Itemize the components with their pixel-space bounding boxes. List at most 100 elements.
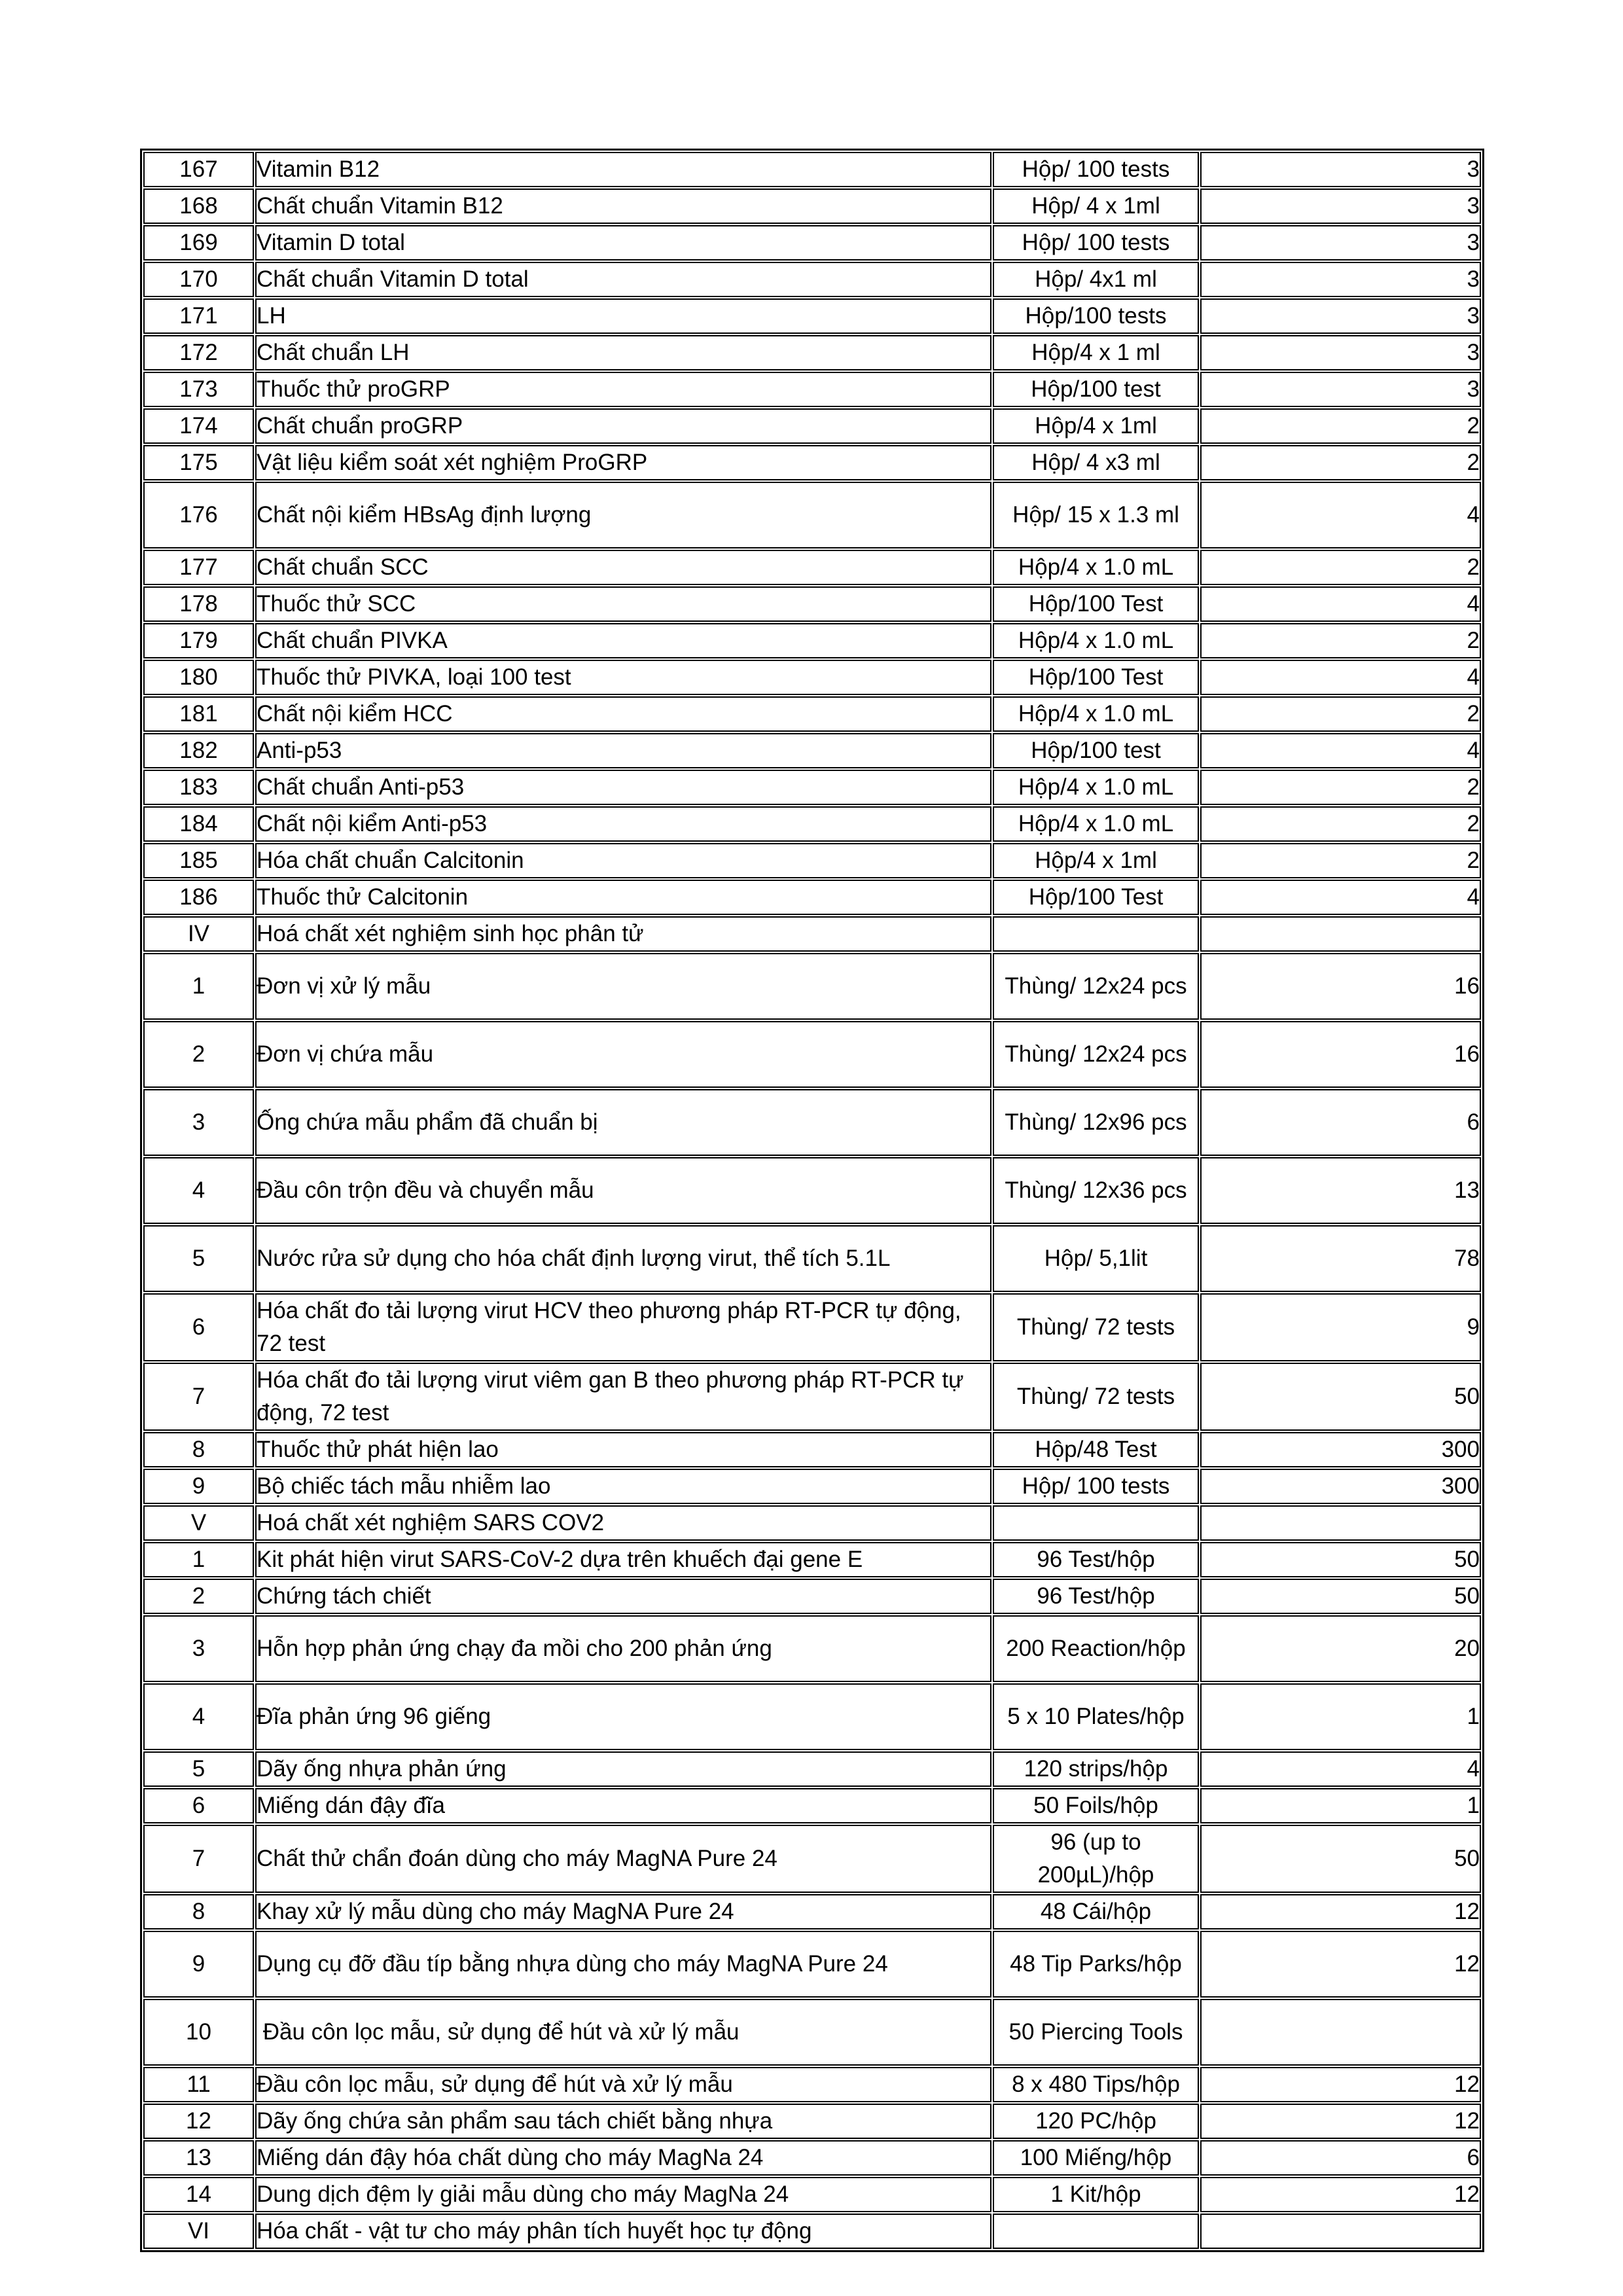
item-name-cell: Vật liệu kiểm soát xét nghiệm ProGRP [255, 445, 991, 480]
unit-cell: Hộp/100 Test [993, 586, 1199, 622]
table-row: 180 Thuốc thử PIVKA, loại 100 test Hộp/100… [143, 660, 1481, 695]
table-row: 169 Vitamin D total Hộp/ 100 tests 3 [143, 225, 1481, 260]
item-name-cell: Chất thử chẩn đoán dùng cho máy MagNA Pu… [255, 1825, 991, 1893]
row-number-cell: 174 [143, 408, 254, 444]
unit-cell: Hộp/4 x 1.0 mL [993, 770, 1199, 805]
quantity-cell: 300 [1200, 1469, 1481, 1504]
row-number-cell: 183 [143, 770, 254, 805]
table-row: 186 Thuốc thử Calcitonin Hộp/100 Test 4 [143, 880, 1481, 915]
quantity-cell: 12 [1200, 1931, 1481, 1998]
quantity-cell: 12 [1200, 2177, 1481, 2212]
unit-cell: Hộp/100 Test [993, 880, 1199, 915]
item-name-cell: Thuốc thử phát hiện lao [255, 1432, 991, 1467]
table-row: 171 LH Hộp/100 tests 3 [143, 298, 1481, 334]
unit-cell: Thùng/ 72 tests [993, 1363, 1199, 1431]
quantity-cell: 16 [1200, 953, 1481, 1020]
table-row: 177 Chất chuẩn SCC Hộp/4 x 1.0 mL 2 [143, 550, 1481, 585]
unit-cell: 48 Cái/hộp [993, 1894, 1199, 1929]
row-number-cell: 173 [143, 372, 254, 407]
unit-cell: 50 Piercing Tools [993, 1999, 1199, 2066]
table-row: 174 Chất chuẩn proGRP Hộp/4 x 1ml 2 [143, 408, 1481, 444]
quantity-cell: 1 [1200, 1788, 1481, 1823]
item-name-cell: Chất chuẩn LH [255, 335, 991, 370]
row-number-cell: 10 [143, 1999, 254, 2066]
row-number-cell: 169 [143, 225, 254, 260]
unit-cell: Hộp/100 Test [993, 660, 1199, 695]
unit-cell: Hộp/ 15 x 1.3 ml [993, 482, 1199, 548]
item-name-cell: Nước rửa sử dụng cho hóa chất định lượng… [255, 1225, 991, 1292]
item-name-cell: Chứng tách chiết [255, 1579, 991, 1614]
table-row: 1 Kit phát hiện virut SARS-CoV-2 dựa trên… [143, 1542, 1481, 1577]
row-number-cell: 4 [143, 1157, 254, 1224]
unit-cell: Hộp/48 Test [993, 1432, 1199, 1467]
quantity-cell: 2 [1200, 696, 1481, 732]
quantity-cell: 3 [1200, 225, 1481, 260]
quantity-cell: 50 [1200, 1542, 1481, 1577]
row-number-cell: 11 [143, 2067, 254, 2102]
row-number-cell: 185 [143, 843, 254, 878]
supply-table-body: 167 Vitamin B12 Hộp/ 100 tests 3 168 Chất chu… [143, 152, 1481, 2249]
table-row: 7 Hóa chất đo tải lượng virut viêm gan B … [143, 1363, 1481, 1431]
quantity-cell: 4 [1200, 482, 1481, 548]
row-number-cell: 178 [143, 586, 254, 622]
row-number-cell: 9 [143, 1469, 254, 1504]
unit-cell: 120 strips/hộp [993, 1751, 1199, 1787]
table-row: 13 Miếng dán đậy hóa chất dùng cho máy Ma… [143, 2140, 1481, 2176]
unit-cell: Hộp/100 tests [993, 298, 1199, 334]
item-name-cell: Thuốc thử SCC [255, 586, 991, 622]
table-row: 168 Chất chuẩn Vitamin B12 Hộp/ 4 x 1ml 3 [143, 188, 1481, 224]
unit-cell: Hộp/100 test [993, 733, 1199, 768]
item-name-cell: Dụng cụ đỡ đầu típ bằng nhựa dùng cho má… [255, 1931, 991, 1998]
unit-cell: Hộp/ 5,1lit [993, 1225, 1199, 1292]
table-row: IV Hoá chất xét nghiệm sinh học phân tử [143, 916, 1481, 952]
row-number-cell: 181 [143, 696, 254, 732]
table-row: 14 Dung dịch đệm ly giải mẫu dùng cho máy… [143, 2177, 1481, 2212]
item-name-cell: Chất nội kiểm HCC [255, 696, 991, 732]
table-row: 167 Vitamin B12 Hộp/ 100 tests 3 [143, 152, 1481, 187]
unit-cell: 48 Tip Parks/hộp [993, 1931, 1199, 1998]
unit-cell: 96 Test/hộp [993, 1542, 1199, 1577]
quantity-cell: 12 [1200, 1894, 1481, 1929]
row-number-cell: 13 [143, 2140, 254, 2176]
quantity-cell: 2 [1200, 623, 1481, 658]
item-name-cell: Hóa chất đo tải lượng virut viêm gan B t… [255, 1363, 991, 1431]
item-name-cell: Chất chuẩn Vitamin D total [255, 262, 991, 297]
row-number-cell: 1 [143, 953, 254, 1020]
quantity-cell: 4 [1200, 586, 1481, 622]
table-row: 4 Đĩa phản ứng 96 giếng 5 x 10 Plates/hộp 1 [143, 1683, 1481, 1750]
quantity-cell: 20 [1200, 1615, 1481, 1682]
unit-cell: Hộp/4 x 1 ml [993, 335, 1199, 370]
table-row: 175 Vật liệu kiểm soát xét nghiệm ProGRP H… [143, 445, 1481, 480]
quantity-cell: 2 [1200, 843, 1481, 878]
table-row: 7 Chất thử chẩn đoán dùng cho máy MagNA P… [143, 1825, 1481, 1893]
table-row: 9 Dụng cụ đỡ đầu típ bằng nhựa dùng cho m… [143, 1931, 1481, 1998]
table-row: 8 Thuốc thử phát hiện lao Hộp/48 Test 300 [143, 1432, 1481, 1467]
table-row: 184 Chất nội kiểm Anti-p53 Hộp/4 x 1.0 mL 2 [143, 806, 1481, 842]
table-row: 11 Đầu côn lọc mẫu, sử dụng để hút và xử … [143, 2067, 1481, 2102]
unit-cell: Hộp/4 x 1ml [993, 843, 1199, 878]
item-name-cell: Chất chuẩn PIVKA [255, 623, 991, 658]
row-number-cell: 2 [143, 1021, 254, 1088]
item-name-cell: Đầu côn trộn đều và chuyển mẫu [255, 1157, 991, 1224]
quantity-cell: 78 [1200, 1225, 1481, 1292]
unit-cell: 100 Miếng/hộp [993, 2140, 1199, 2176]
quantity-cell: 2 [1200, 550, 1481, 585]
row-number-cell: 176 [143, 482, 254, 548]
quantity-cell: 50 [1200, 1363, 1481, 1431]
row-number-cell: 4 [143, 1683, 254, 1750]
table-row: 179 Chất chuẩn PIVKA Hộp/4 x 1.0 mL 2 [143, 623, 1481, 658]
unit-cell: Hộp/ 4x1 ml [993, 262, 1199, 297]
table-row: 173 Thuốc thử proGRP Hộp/100 test 3 [143, 372, 1481, 407]
unit-cell: 200 Reaction/hộp [993, 1615, 1199, 1682]
table-row: 182 Anti-p53 Hộp/100 test 4 [143, 733, 1481, 768]
row-number-cell: 8 [143, 1894, 254, 1929]
item-name-cell: Đĩa phản ứng 96 giếng [255, 1683, 991, 1750]
unit-cell [993, 1505, 1199, 1541]
row-number-cell: 3 [143, 1615, 254, 1682]
unit-cell: 120 PC/hộp [993, 2104, 1199, 2139]
item-name-cell: Ống chứa mẫu phẩm đã chuẩn bị [255, 1089, 991, 1156]
quantity-cell: 3 [1200, 335, 1481, 370]
table-row: 185 Hóa chất chuẩn Calcitonin Hộp/4 x 1ml 2 [143, 843, 1481, 878]
table-row: V Hoá chất xét nghiệm SARS COV2 [143, 1505, 1481, 1541]
table-row: 9 Bộ chiếc tách mẫu nhiễm lao Hộp/ 100 tes… [143, 1469, 1481, 1504]
